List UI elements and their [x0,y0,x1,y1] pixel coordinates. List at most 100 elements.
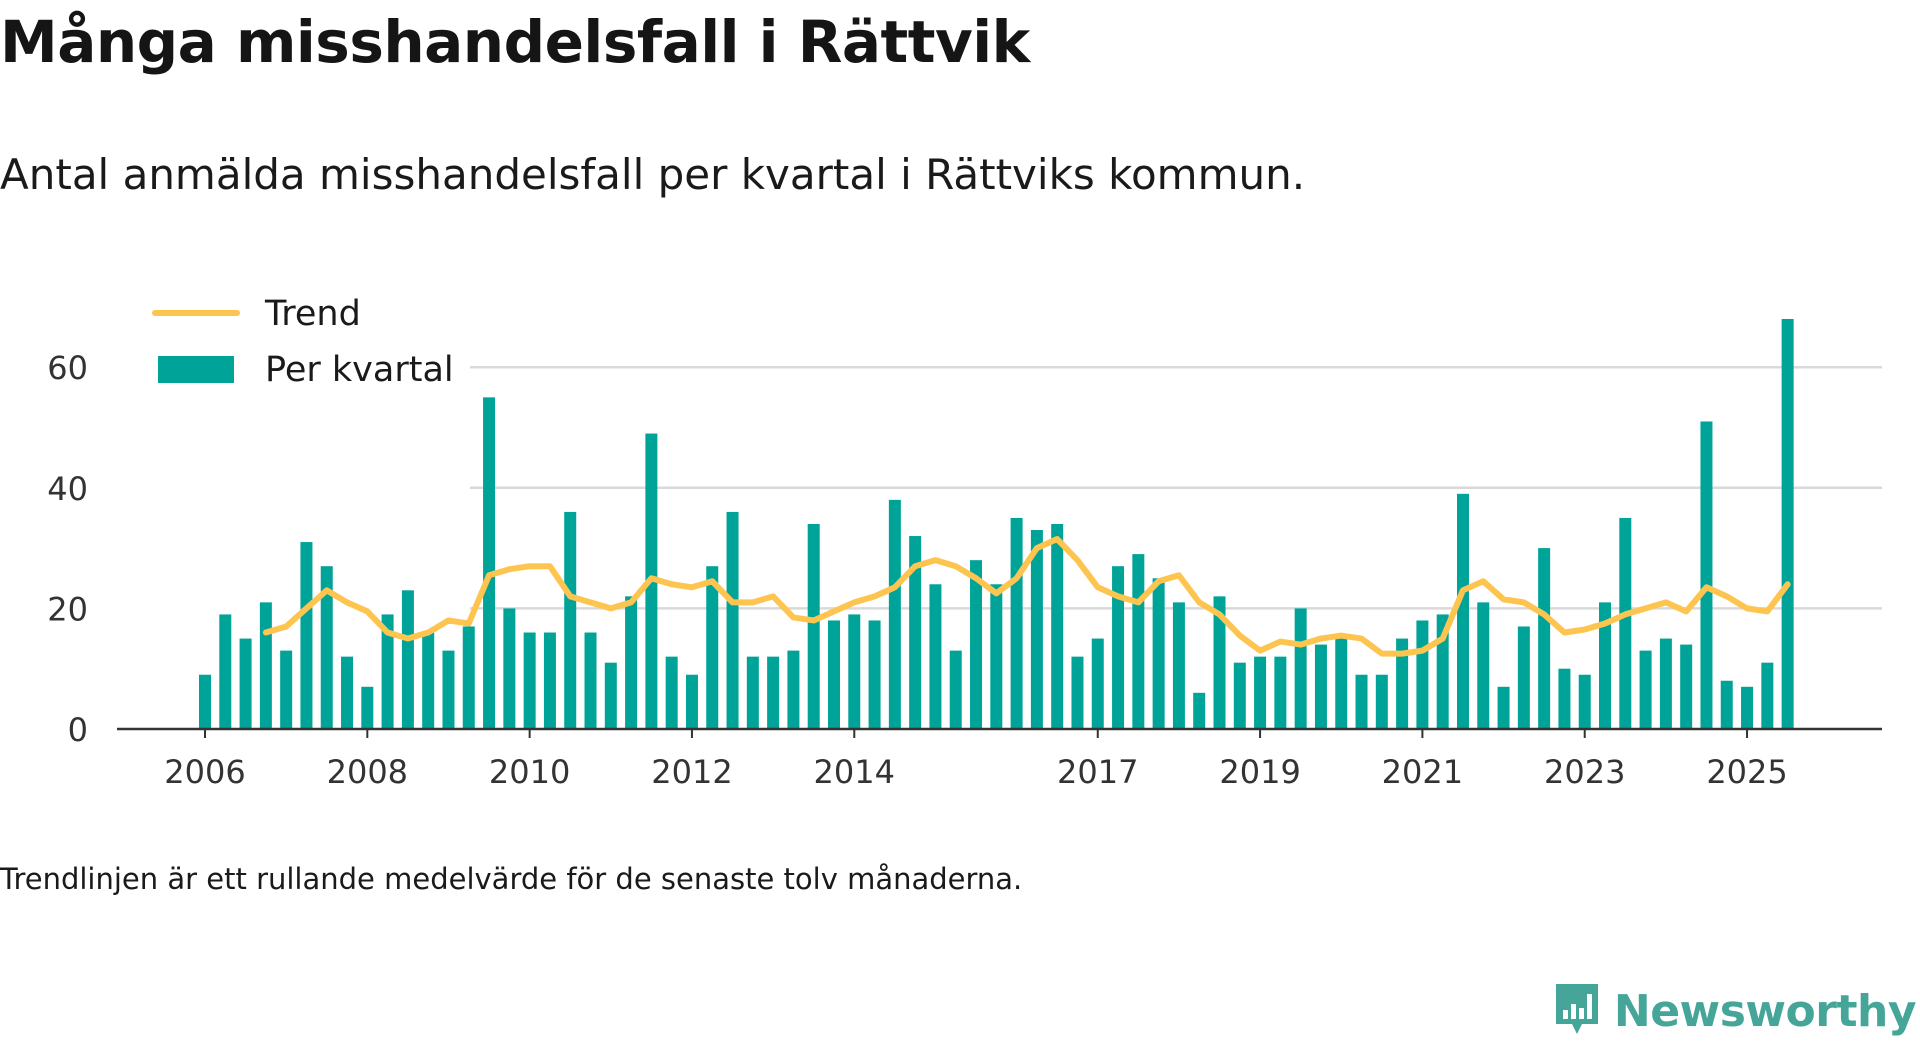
bar [1051,523,1064,729]
bar [1680,644,1693,729]
bar [1619,517,1632,729]
bar [1396,638,1409,729]
bar [381,614,394,729]
bar [1172,602,1185,729]
bar [361,686,374,729]
bar [1375,674,1388,729]
bar [929,584,942,729]
bar-line-chart: 0 20 40 60 2006 2008 2010 2012 2014 2017 2019 2021… [47,270,1882,790]
bar [665,656,678,729]
newsworthy-logo-icon [1555,984,1598,1034]
bar [868,620,881,729]
x-tick-label: 2010 [489,753,570,790]
bar [523,632,536,729]
chart-subtitle: Antal anmälda misshandelsfall per kvarta… [0,150,1306,199]
brand-name: Newsworthy [1613,985,1917,1037]
footnote: Trendlinjen är ett rullande medelvärde f… [0,862,1023,896]
x-tick-label: 2019 [1219,753,1300,790]
bar [1355,674,1368,729]
x-tick-label: 2006 [164,753,245,790]
gridlines [470,365,1882,610]
bar [462,626,475,729]
y-tick-label: 40 [47,470,88,508]
x-tick-label: 2012 [651,753,732,790]
bar [1456,493,1469,729]
bar [1030,530,1043,729]
y-tick-label: 0 [68,711,88,749]
bar [604,662,617,729]
bar [1659,638,1672,729]
bar [1193,692,1206,729]
bar [1132,554,1145,729]
legend-bar-swatch [158,356,234,383]
trend-line [262,536,1791,657]
bar-series-per-kvartal [199,318,1794,729]
bar [1761,662,1774,729]
bar [685,674,698,729]
bar [1538,548,1551,729]
bar [1720,680,1733,729]
x-tick-label: 2021 [1382,753,1463,790]
chart-title: Många misshandelsfall i Rättvik [0,8,1030,76]
bar [320,566,333,729]
bar [848,614,861,729]
x-tick-label: 2025 [1706,753,1787,790]
bar [1517,626,1530,729]
x-tick-label: 2017 [1057,753,1138,790]
bar [1477,602,1490,729]
bar [564,511,577,729]
bar [787,650,800,729]
bar [767,656,780,729]
bar [706,566,719,729]
bar [1233,662,1246,729]
bar [1639,650,1652,729]
bar [300,542,313,729]
legend-trend-label: Trend [264,294,361,334]
x-tick-label: 2023 [1544,753,1625,790]
bar [1700,421,1713,729]
bar [1010,517,1023,729]
bar [503,608,516,729]
bar [483,397,496,729]
bar [1112,566,1125,729]
bar [1314,644,1327,729]
bar [1213,596,1226,729]
bar [259,602,272,729]
bar [1578,674,1591,729]
y-tick-label: 20 [47,590,88,628]
bar [280,650,293,729]
bar [1781,318,1794,729]
bar [543,632,556,729]
legend-bar-label: Per kvartal [265,350,454,390]
bar [1497,686,1510,729]
bar [625,596,638,729]
bar [990,584,1003,729]
bar [807,523,820,729]
bar [1741,686,1754,729]
bar [1294,608,1307,729]
x-tick-label: 2014 [814,753,895,790]
bar [726,511,739,729]
bar [1254,656,1267,729]
brand-logo[interactable]: Newsworthy [1552,980,1917,1042]
bar [219,614,232,729]
y-tick-label: 60 [47,349,88,387]
bar [1071,656,1084,729]
y-axis-ticks: 0 20 40 60 [47,349,88,749]
bar [1091,638,1104,729]
bar [199,674,211,729]
bar [1599,602,1612,729]
bar [888,499,901,729]
bar [341,656,354,729]
bar [1335,638,1348,729]
bar [949,650,962,729]
x-axis-ticks: 2006 2008 2010 2012 2014 2017 2019 2021 2023 2025 [164,729,1788,790]
bar [1558,668,1571,729]
legend: Trend Per kvartal [120,270,454,400]
bar [746,656,759,729]
bar [584,632,597,729]
bar [1416,620,1429,729]
bar [1152,578,1165,729]
bar [970,560,983,729]
bar [827,620,840,729]
